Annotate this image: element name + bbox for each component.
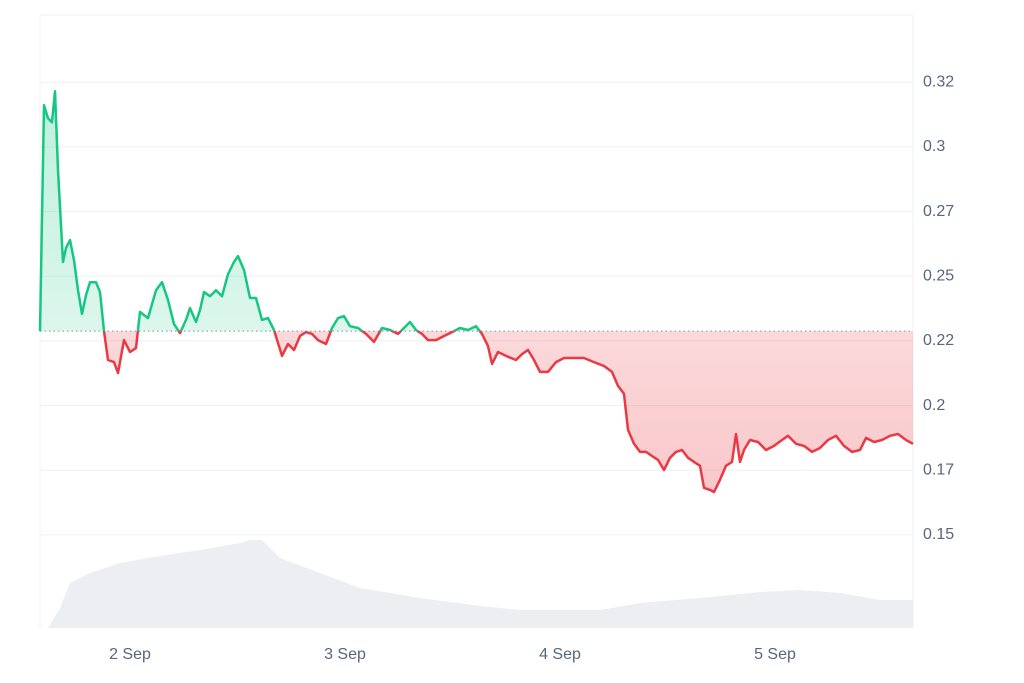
volume-area [40, 540, 913, 628]
price-line-down [38, 331, 914, 494]
y-tick-label: 0.17 [923, 461, 954, 478]
price-line-up [38, 90, 482, 332]
y-tick-label: 0.32 [923, 73, 954, 90]
x-tick-label: 4 Sep [539, 646, 581, 663]
x-tick-label: 3 Sep [324, 646, 366, 663]
y-tick-label: 0.25 [923, 267, 954, 284]
x-tick-label: 2 Sep [109, 646, 151, 663]
area-below [40, 331, 913, 492]
y-tick-label: 0.3 [923, 138, 945, 155]
y-tick-label: 0.2 [923, 397, 945, 414]
y-tick-label: 0.15 [923, 526, 954, 543]
x-tick-label: 5 Sep [754, 646, 796, 663]
y-tick-label: 0.22 [923, 332, 954, 349]
y-tick-label: 0.27 [923, 203, 954, 220]
